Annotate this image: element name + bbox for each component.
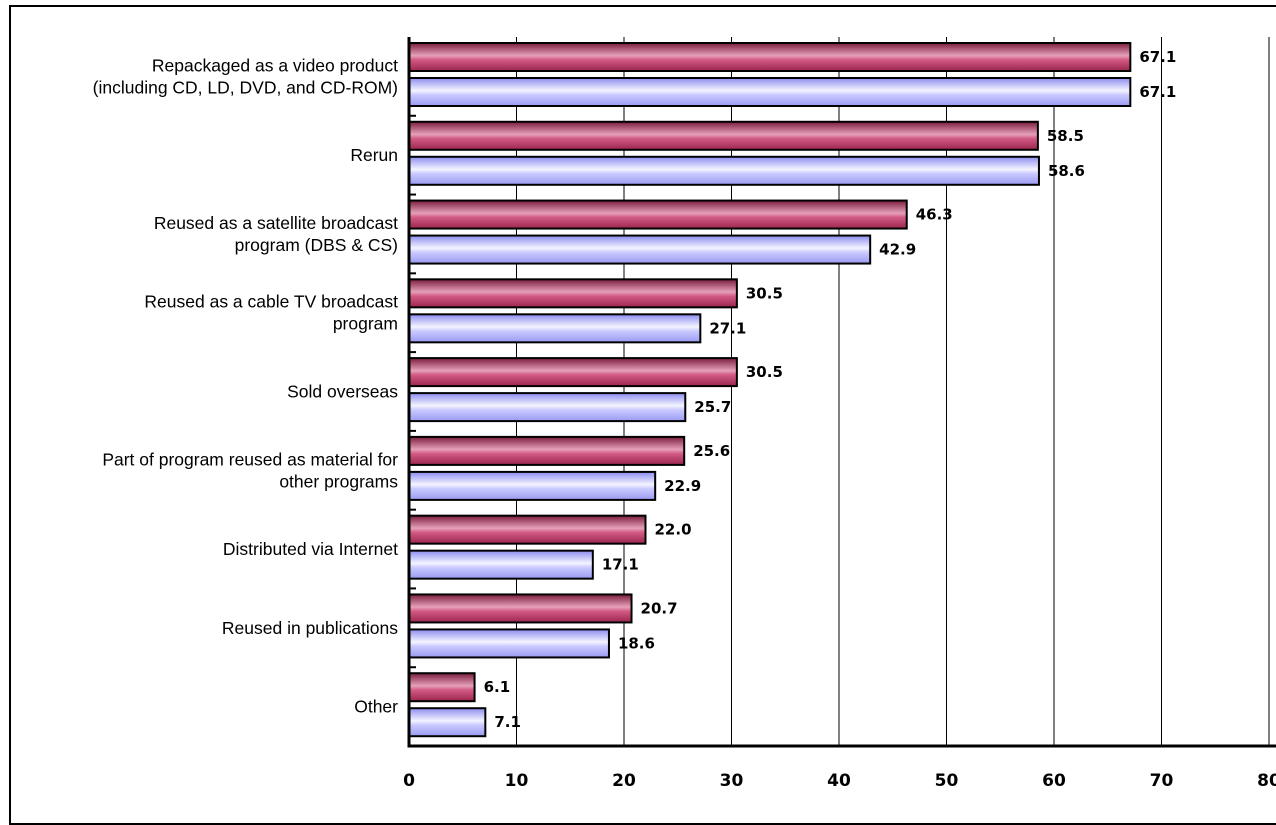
bar <box>408 278 738 309</box>
x-tick-label: 20 <box>612 771 636 791</box>
bar <box>408 42 1132 72</box>
bar <box>408 435 686 466</box>
data-label: 46.3 <box>916 206 953 224</box>
data-label: 20.7 <box>641 599 678 617</box>
category-label: Reused as a cable TV broadcast program <box>144 292 398 334</box>
category-label: Reused in publications <box>222 618 398 638</box>
data-label: 22.9 <box>664 477 701 495</box>
data-label: 67.1 <box>1139 83 1176 101</box>
category-label: Reused as a satellite broadcast program (… <box>154 213 398 255</box>
x-tick-label: 40 <box>827 771 851 791</box>
x-tick-label: 70 <box>1150 771 1174 791</box>
bar <box>408 392 687 423</box>
bar <box>408 313 702 344</box>
data-label: 25.7 <box>694 398 731 416</box>
x-tick-label: 60 <box>1042 771 1066 791</box>
data-label: 30.5 <box>746 363 783 381</box>
x-tick-label: 0 <box>403 771 415 791</box>
data-label: 58.5 <box>1047 127 1084 145</box>
bar <box>408 234 872 265</box>
bar <box>408 357 738 388</box>
bar <box>408 155 1040 186</box>
bar <box>408 707 487 738</box>
bar <box>408 549 594 580</box>
data-label: 18.6 <box>618 634 655 652</box>
x-tick-label: 80 <box>1257 771 1276 791</box>
category-label: Rerun <box>350 145 398 165</box>
bar <box>408 77 1132 107</box>
data-label: 67.1 <box>1139 48 1176 66</box>
data-label: 7.1 <box>494 713 521 731</box>
data-label: 42.9 <box>879 241 916 259</box>
bar <box>408 628 610 659</box>
data-label: 30.5 <box>746 284 783 302</box>
category-label: Repackaged as a video product (including … <box>93 55 398 97</box>
x-tick-label: 50 <box>935 771 959 791</box>
x-tick-label: 10 <box>505 771 529 791</box>
category-label: Distributed via Internet <box>223 539 398 559</box>
bar <box>408 199 908 230</box>
category-label: Part of program reused as material for ot… <box>102 449 398 491</box>
bar <box>408 672 476 703</box>
data-label: 22.0 <box>655 521 692 539</box>
bar <box>408 120 1039 151</box>
x-tick-label: 30 <box>720 771 744 791</box>
bar <box>408 514 647 545</box>
data-label: 25.6 <box>693 442 730 460</box>
data-label: 6.1 <box>484 678 511 696</box>
category-label: Other <box>354 697 398 717</box>
data-label: 17.1 <box>602 556 639 574</box>
bar-chart: 67.1 58.5 46.3 30.5 30.5 25.6 22.0 20.7 6.1 67.1 5… <box>93 37 1276 791</box>
data-label: 58.6 <box>1048 162 1085 180</box>
bar <box>408 470 657 501</box>
bar <box>408 593 633 624</box>
category-label: Sold overseas <box>287 382 398 402</box>
data-label: 27.1 <box>709 319 746 337</box>
